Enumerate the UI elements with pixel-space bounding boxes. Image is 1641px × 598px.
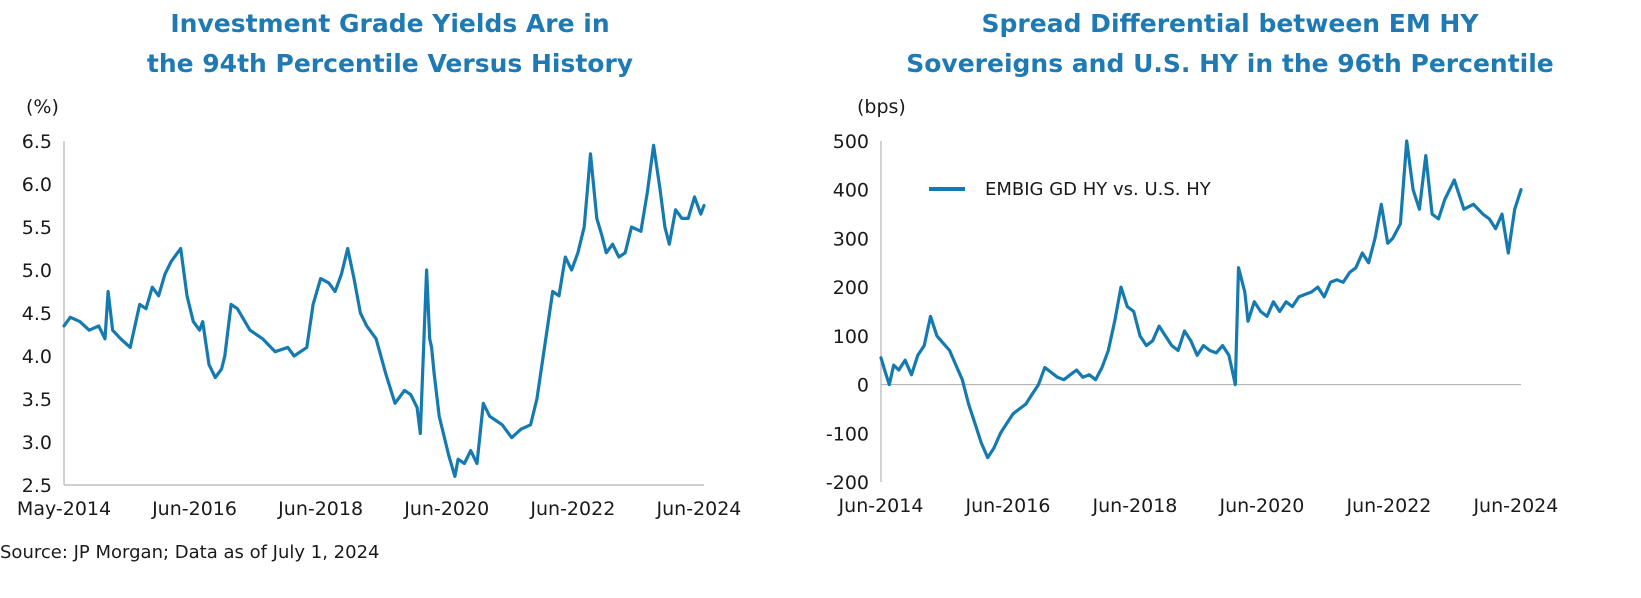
left-x-tick-label: Jun-2022 (529, 498, 615, 520)
left-chart-title: Investment Grade Yields Are in the 94th … (70, 4, 710, 84)
left-chart-title-line-2: the 94th Percentile Versus History (146, 49, 634, 78)
right-y-tick-label: 200 (833, 277, 869, 299)
right-x-tick-label: Jun-2016 (965, 495, 1051, 517)
right-legend-label: EMBIG GD HY vs. U.S. HY (985, 179, 1212, 200)
left-chart-unit-label: (%) (26, 96, 59, 118)
right-y-tick-label: -100 (826, 423, 869, 445)
right-y-tick-label: 100 (833, 326, 869, 348)
left-x-tick-label: Jun-2020 (403, 498, 489, 520)
left-chart: 2.5 3.0 3.5 4.0 4.5 5.0 5.5 6.0 6.5 May-2014 Jun-2… (17, 131, 742, 520)
left-y-tick-label: 5.5 (22, 217, 52, 239)
left-x-tick-label: Jun-2016 (151, 498, 237, 520)
left-series-line (62, 143, 706, 478)
left-y-tick-label: 4.0 (22, 346, 52, 368)
right-y-tick-label: -200 (826, 472, 869, 494)
right-x-tick-label: Jun-2024 (1472, 495, 1558, 517)
left-y-tick-label: 6.0 (22, 174, 52, 196)
right-y-tick-label: 500 (833, 131, 869, 153)
right-series-line (879, 139, 1523, 460)
left-y-tick-label: 2.5 (22, 475, 52, 497)
right-chart-title-line-1: Spread Differential between EM HY (981, 9, 1479, 38)
right-y-tick-label: 300 (833, 228, 869, 250)
source-note: Source: JP Morgan; Data as of July 1, 20… (0, 542, 380, 563)
left-y-tick-label: 5.0 (22, 260, 52, 282)
right-x-tick-label: Jun-2022 (1345, 495, 1431, 517)
right-x-tick-label: Jun-2020 (1218, 495, 1304, 517)
right-chart-title: Spread Differential between EM HY Sovere… (880, 4, 1580, 84)
right-chart-title-line-2: Sovereigns and U.S. HY in the 96th Perce… (906, 49, 1554, 78)
right-chart: -200 -100 0 100 200 300 400 500 Jun-2014 Jun-2016… (826, 131, 1558, 517)
right-y-tick-label: 0 (857, 375, 869, 397)
right-chart-unit-label: (bps) (857, 96, 906, 118)
left-y-tick-label: 4.5 (22, 303, 52, 325)
right-x-tick-label: Jun-2014 (838, 495, 924, 517)
left-y-tick-label: 6.5 (22, 131, 52, 153)
left-x-tick-label: May-2014 (17, 498, 111, 520)
left-x-tick-label: Jun-2024 (656, 498, 742, 520)
right-y-tick-label: 400 (833, 180, 869, 202)
right-x-tick-label: Jun-2018 (1092, 495, 1178, 517)
left-x-tick-label: Jun-2018 (277, 498, 363, 520)
left-y-tick-label: 3.0 (22, 432, 52, 454)
left-chart-title-line-1: Investment Grade Yields Are in (170, 9, 610, 38)
left-y-tick-label: 3.5 (22, 389, 52, 411)
